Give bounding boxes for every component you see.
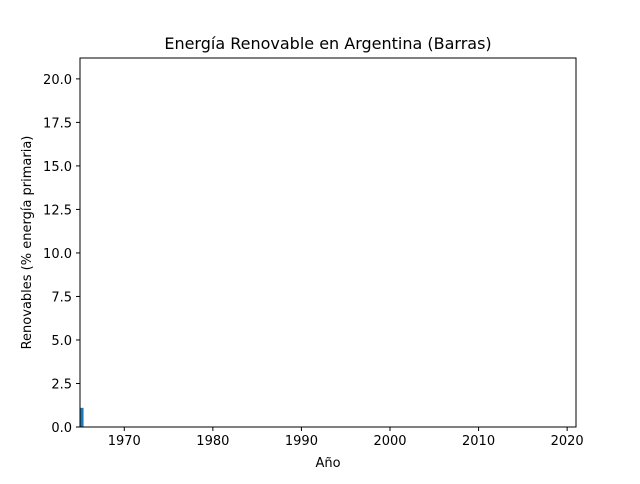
x-tick-label: 1980 xyxy=(196,434,229,449)
x-tick-label: 1990 xyxy=(285,434,318,449)
x-axis-ticks: 1970 1980 1990 2000 2010 2020 xyxy=(108,427,584,449)
y-tick-label: 0.0 xyxy=(51,421,72,436)
y-tick-label: 17.5 xyxy=(43,116,72,131)
y-tick-label: 2.5 xyxy=(51,377,72,392)
bar-series xyxy=(80,407,84,427)
x-tick-label: 2010 xyxy=(462,434,495,449)
y-tick-label: 20.0 xyxy=(43,73,72,88)
y-tick-label: 10.0 xyxy=(43,247,72,262)
plot-frame xyxy=(79,57,577,428)
x-tick-label: 1970 xyxy=(108,434,141,449)
bar xyxy=(80,407,84,427)
y-tick-label: 12.5 xyxy=(43,203,72,218)
y-axis-label: Renovables (% energía primaria) xyxy=(20,136,35,350)
y-tick-label: 5.0 xyxy=(51,334,72,349)
x-axis-label: Año xyxy=(315,456,340,471)
x-tick-label: 2020 xyxy=(551,434,584,449)
y-tick-label: 7.5 xyxy=(51,290,72,305)
chart-title: Energía Renovable en Argentina (Barras) xyxy=(164,34,491,53)
y-axis-ticks: 0.0 2.5 5.0 7.5 10.0 12.5 15.0 17.5 20.0 xyxy=(43,73,80,436)
x-tick-label: 2000 xyxy=(373,434,406,449)
y-tick-label: 15.0 xyxy=(43,160,72,175)
